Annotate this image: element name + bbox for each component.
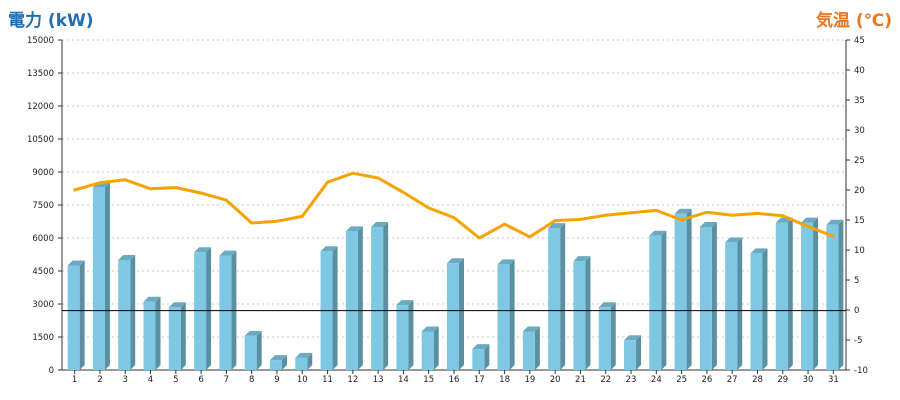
right-tick-label: -10 bbox=[854, 366, 868, 376]
right-tick-label: 15 bbox=[854, 216, 865, 226]
x-tick-label: 15 bbox=[423, 375, 434, 385]
x-tick-label: 7 bbox=[224, 375, 229, 385]
bar bbox=[421, 326, 439, 370]
x-tick-label: 13 bbox=[373, 375, 384, 385]
bar bbox=[295, 352, 313, 370]
bar bbox=[118, 255, 136, 370]
right-tick-label: 20 bbox=[854, 186, 865, 196]
bar bbox=[573, 256, 591, 370]
bar bbox=[801, 217, 819, 370]
bar bbox=[345, 226, 363, 370]
bar bbox=[624, 335, 642, 370]
left-tick-label: 9000 bbox=[32, 168, 54, 178]
left-tick-label: 6000 bbox=[32, 234, 54, 244]
x-tick-label: 1 bbox=[72, 375, 77, 385]
left-tick-label: 4500 bbox=[32, 267, 54, 277]
x-tick-label: 12 bbox=[347, 375, 358, 385]
bar bbox=[725, 237, 743, 370]
right-tick-label: 40 bbox=[854, 66, 865, 76]
right-tick-label: 0 bbox=[854, 306, 859, 316]
x-tick-label: 8 bbox=[249, 375, 254, 385]
x-tick-label: 25 bbox=[676, 375, 687, 385]
bar bbox=[775, 217, 793, 370]
bar bbox=[67, 260, 85, 370]
left-tick-label: 10500 bbox=[27, 135, 54, 145]
x-tick-label: 10 bbox=[297, 375, 308, 385]
temperature-line bbox=[73, 171, 835, 240]
right-tick-label: 30 bbox=[854, 126, 865, 136]
x-tick-label: 21 bbox=[575, 375, 586, 385]
right-axis-title: 気温 (℃) bbox=[815, 11, 892, 31]
x-tick-label: 2 bbox=[97, 375, 102, 385]
right-tick-label: 10 bbox=[854, 246, 865, 256]
bar bbox=[92, 182, 110, 370]
bar bbox=[472, 344, 490, 370]
right-tick-label: 25 bbox=[854, 156, 865, 166]
bar bbox=[548, 223, 566, 370]
bar bbox=[674, 208, 692, 370]
x-tick-label: 31 bbox=[828, 375, 839, 385]
x-tick-label: 26 bbox=[701, 375, 712, 385]
x-tick-label: 30 bbox=[803, 375, 814, 385]
left-tick-label: 12000 bbox=[27, 102, 54, 112]
bar bbox=[168, 302, 186, 370]
x-tick-label: 3 bbox=[123, 375, 128, 385]
bar bbox=[826, 219, 844, 370]
left-tick-label: 1500 bbox=[32, 333, 54, 343]
right-tick-label: 5 bbox=[854, 276, 859, 286]
x-tick-label: 27 bbox=[727, 375, 738, 385]
bar bbox=[750, 248, 768, 370]
bar bbox=[522, 326, 540, 370]
bar bbox=[244, 330, 262, 370]
x-tick-label: 22 bbox=[600, 375, 611, 385]
left-tick-label: 0 bbox=[49, 366, 54, 376]
bar bbox=[371, 222, 389, 370]
bar bbox=[699, 222, 717, 370]
left-tick-label: 15000 bbox=[27, 36, 54, 46]
x-tick-label: 19 bbox=[524, 375, 535, 385]
x-tick-label: 16 bbox=[449, 375, 460, 385]
right-tick-label: -5 bbox=[854, 336, 862, 346]
x-tick-label: 6 bbox=[198, 375, 203, 385]
x-tick-label: 29 bbox=[777, 375, 788, 385]
bar bbox=[396, 300, 414, 370]
x-tick-label: 14 bbox=[398, 375, 409, 385]
bar bbox=[598, 302, 616, 370]
bar bbox=[269, 355, 287, 370]
left-tick-label: 3000 bbox=[32, 300, 54, 310]
bar bbox=[649, 230, 667, 370]
bar bbox=[320, 246, 338, 370]
x-tick-label: 11 bbox=[322, 375, 333, 385]
x-tick-label: 28 bbox=[752, 375, 763, 385]
right-tick-label: 35 bbox=[854, 96, 865, 106]
x-tick-label: 9 bbox=[274, 375, 279, 385]
x-tick-label: 24 bbox=[651, 375, 662, 385]
left-axis-title: 電力 (kW) bbox=[8, 11, 94, 31]
bar bbox=[497, 259, 515, 370]
x-tick-label: 4 bbox=[148, 375, 153, 385]
x-tick-label: 5 bbox=[173, 375, 178, 385]
x-tick-label: 18 bbox=[499, 375, 510, 385]
x-tick-label: 20 bbox=[550, 375, 561, 385]
left-tick-label: 7500 bbox=[32, 201, 54, 211]
right-tick-label: 45 bbox=[854, 36, 865, 46]
left-tick-label: 13500 bbox=[27, 69, 54, 79]
x-tick-label: 17 bbox=[474, 375, 485, 385]
x-tick-label: 23 bbox=[626, 375, 637, 385]
bar bbox=[143, 296, 161, 370]
bar bbox=[447, 258, 464, 370]
bar bbox=[194, 247, 212, 370]
